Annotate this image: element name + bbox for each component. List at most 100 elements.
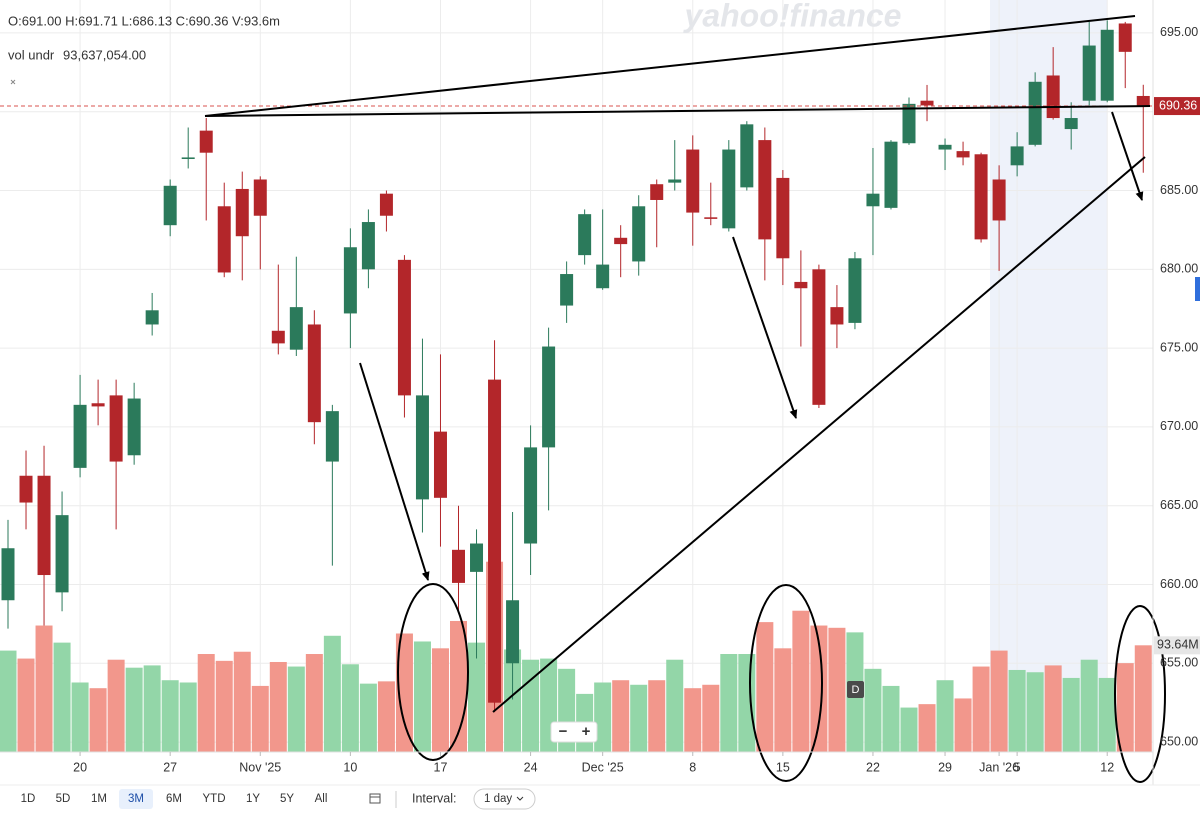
volume-bar <box>720 654 738 752</box>
arrow <box>1111 111 1144 201</box>
volume-bar <box>341 664 359 752</box>
range-button[interactable]: 1Y <box>246 793 260 805</box>
volume-bar <box>1026 672 1044 752</box>
volume-bar <box>287 666 305 752</box>
candle-body <box>37 475 51 576</box>
range-button[interactable]: 5Y <box>280 793 294 805</box>
candle-body <box>560 274 574 306</box>
x-tick-label: Nov '25 <box>239 760 281 774</box>
x-tick-label: 5 <box>1014 760 1021 774</box>
candle-body <box>73 404 87 468</box>
candle-body <box>506 600 520 664</box>
dividend-badge[interactable] <box>847 681 864 698</box>
candle-body <box>415 395 429 500</box>
volume-bar <box>756 622 774 752</box>
volume-bar <box>161 680 179 752</box>
range-button[interactable]: 1M <box>91 793 107 805</box>
range-button[interactable]: All <box>315 793 328 805</box>
range-button[interactable]: 3M <box>128 793 144 805</box>
candle-body <box>650 184 664 200</box>
y-tick-label: 685.00 <box>1160 183 1198 197</box>
candle-body <box>127 398 141 456</box>
candle-body <box>397 259 411 396</box>
volume-bar <box>594 682 612 752</box>
candle-body <box>794 281 808 289</box>
y-tick-label: 660.00 <box>1160 577 1198 591</box>
volume-bar <box>468 642 486 752</box>
candle-body <box>271 330 285 344</box>
indicator-label: vol undr <box>8 47 55 62</box>
candle-body <box>235 188 249 237</box>
x-tick-label: 29 <box>938 760 952 774</box>
candle-body <box>920 100 934 106</box>
collapse-icon[interactable] <box>10 79 16 85</box>
volume-bar <box>197 654 215 752</box>
volume-bar <box>251 685 269 752</box>
candle-body <box>289 307 303 350</box>
volume-bar <box>215 660 233 752</box>
volume-bar <box>1008 669 1026 752</box>
zoom-in[interactable]: + <box>582 723 591 740</box>
candle-body <box>938 144 952 150</box>
volume-bar <box>1062 677 1080 752</box>
candle-body <box>596 264 610 289</box>
candle-body <box>343 247 357 314</box>
calendar-icon-body <box>369 793 381 804</box>
x-tick-label: 8 <box>689 760 696 774</box>
volume-bar <box>864 668 882 752</box>
candle-body <box>542 346 556 448</box>
range-button[interactable]: YTD <box>203 793 226 805</box>
ellipse <box>749 584 823 782</box>
interval-dropdown[interactable] <box>473 788 536 810</box>
y-tick-label: 665.00 <box>1160 498 1198 512</box>
candle-body <box>740 124 754 188</box>
candle-body <box>956 151 970 158</box>
range-button[interactable]: 1D <box>21 793 36 805</box>
candle-body <box>902 103 916 144</box>
arrow <box>732 236 798 419</box>
volume-bar <box>504 649 522 752</box>
candle-body <box>722 149 736 229</box>
candle-body <box>632 206 646 262</box>
range-button[interactable]: 6M <box>166 793 182 805</box>
candle-body <box>1100 29 1114 101</box>
candle-body <box>109 395 123 462</box>
y-tick-label: 650.00 <box>1160 734 1198 748</box>
volume-bar <box>269 661 287 752</box>
volume-bar <box>612 680 630 752</box>
x-tick-label: 15 <box>776 760 790 774</box>
dividend-badge-label: D <box>852 684 860 696</box>
candle-body <box>1046 75 1060 119</box>
range-active-bg <box>119 789 153 809</box>
candle-body <box>253 179 267 216</box>
volume-bar <box>792 610 810 752</box>
candle-body <box>452 549 465 583</box>
last-volume-label: 93.64M <box>1157 638 1199 652</box>
candle-body <box>145 310 159 325</box>
zoom-control <box>550 721 598 743</box>
candle-body <box>848 258 862 323</box>
volume-bar <box>954 698 972 752</box>
volume-bar <box>990 650 1008 752</box>
calendar-icon[interactable] <box>369 793 381 804</box>
candle-body <box>830 307 844 325</box>
side-tab[interactable] <box>1195 277 1200 301</box>
zoom-out[interactable]: − <box>559 723 568 740</box>
volume-bar <box>684 688 702 752</box>
dropdown-chevron <box>516 796 524 801</box>
volume-bar <box>630 684 648 752</box>
volume-bar <box>918 704 936 752</box>
range-button[interactable]: 5D <box>56 793 71 805</box>
volume-bar <box>431 648 449 752</box>
ohlc-readout: O:691.00 H:691.71 L:686.13 C:690.36 V:93… <box>8 13 280 28</box>
trend-line <box>204 15 1136 117</box>
candle-body <box>614 237 628 245</box>
volume-bar <box>648 680 666 752</box>
candle-body <box>181 157 195 160</box>
volume-bar <box>666 659 684 752</box>
volume-bar <box>522 659 540 752</box>
interval-value: 1 day <box>484 793 512 805</box>
volume-bar <box>0 650 17 752</box>
candle-body <box>433 431 447 498</box>
